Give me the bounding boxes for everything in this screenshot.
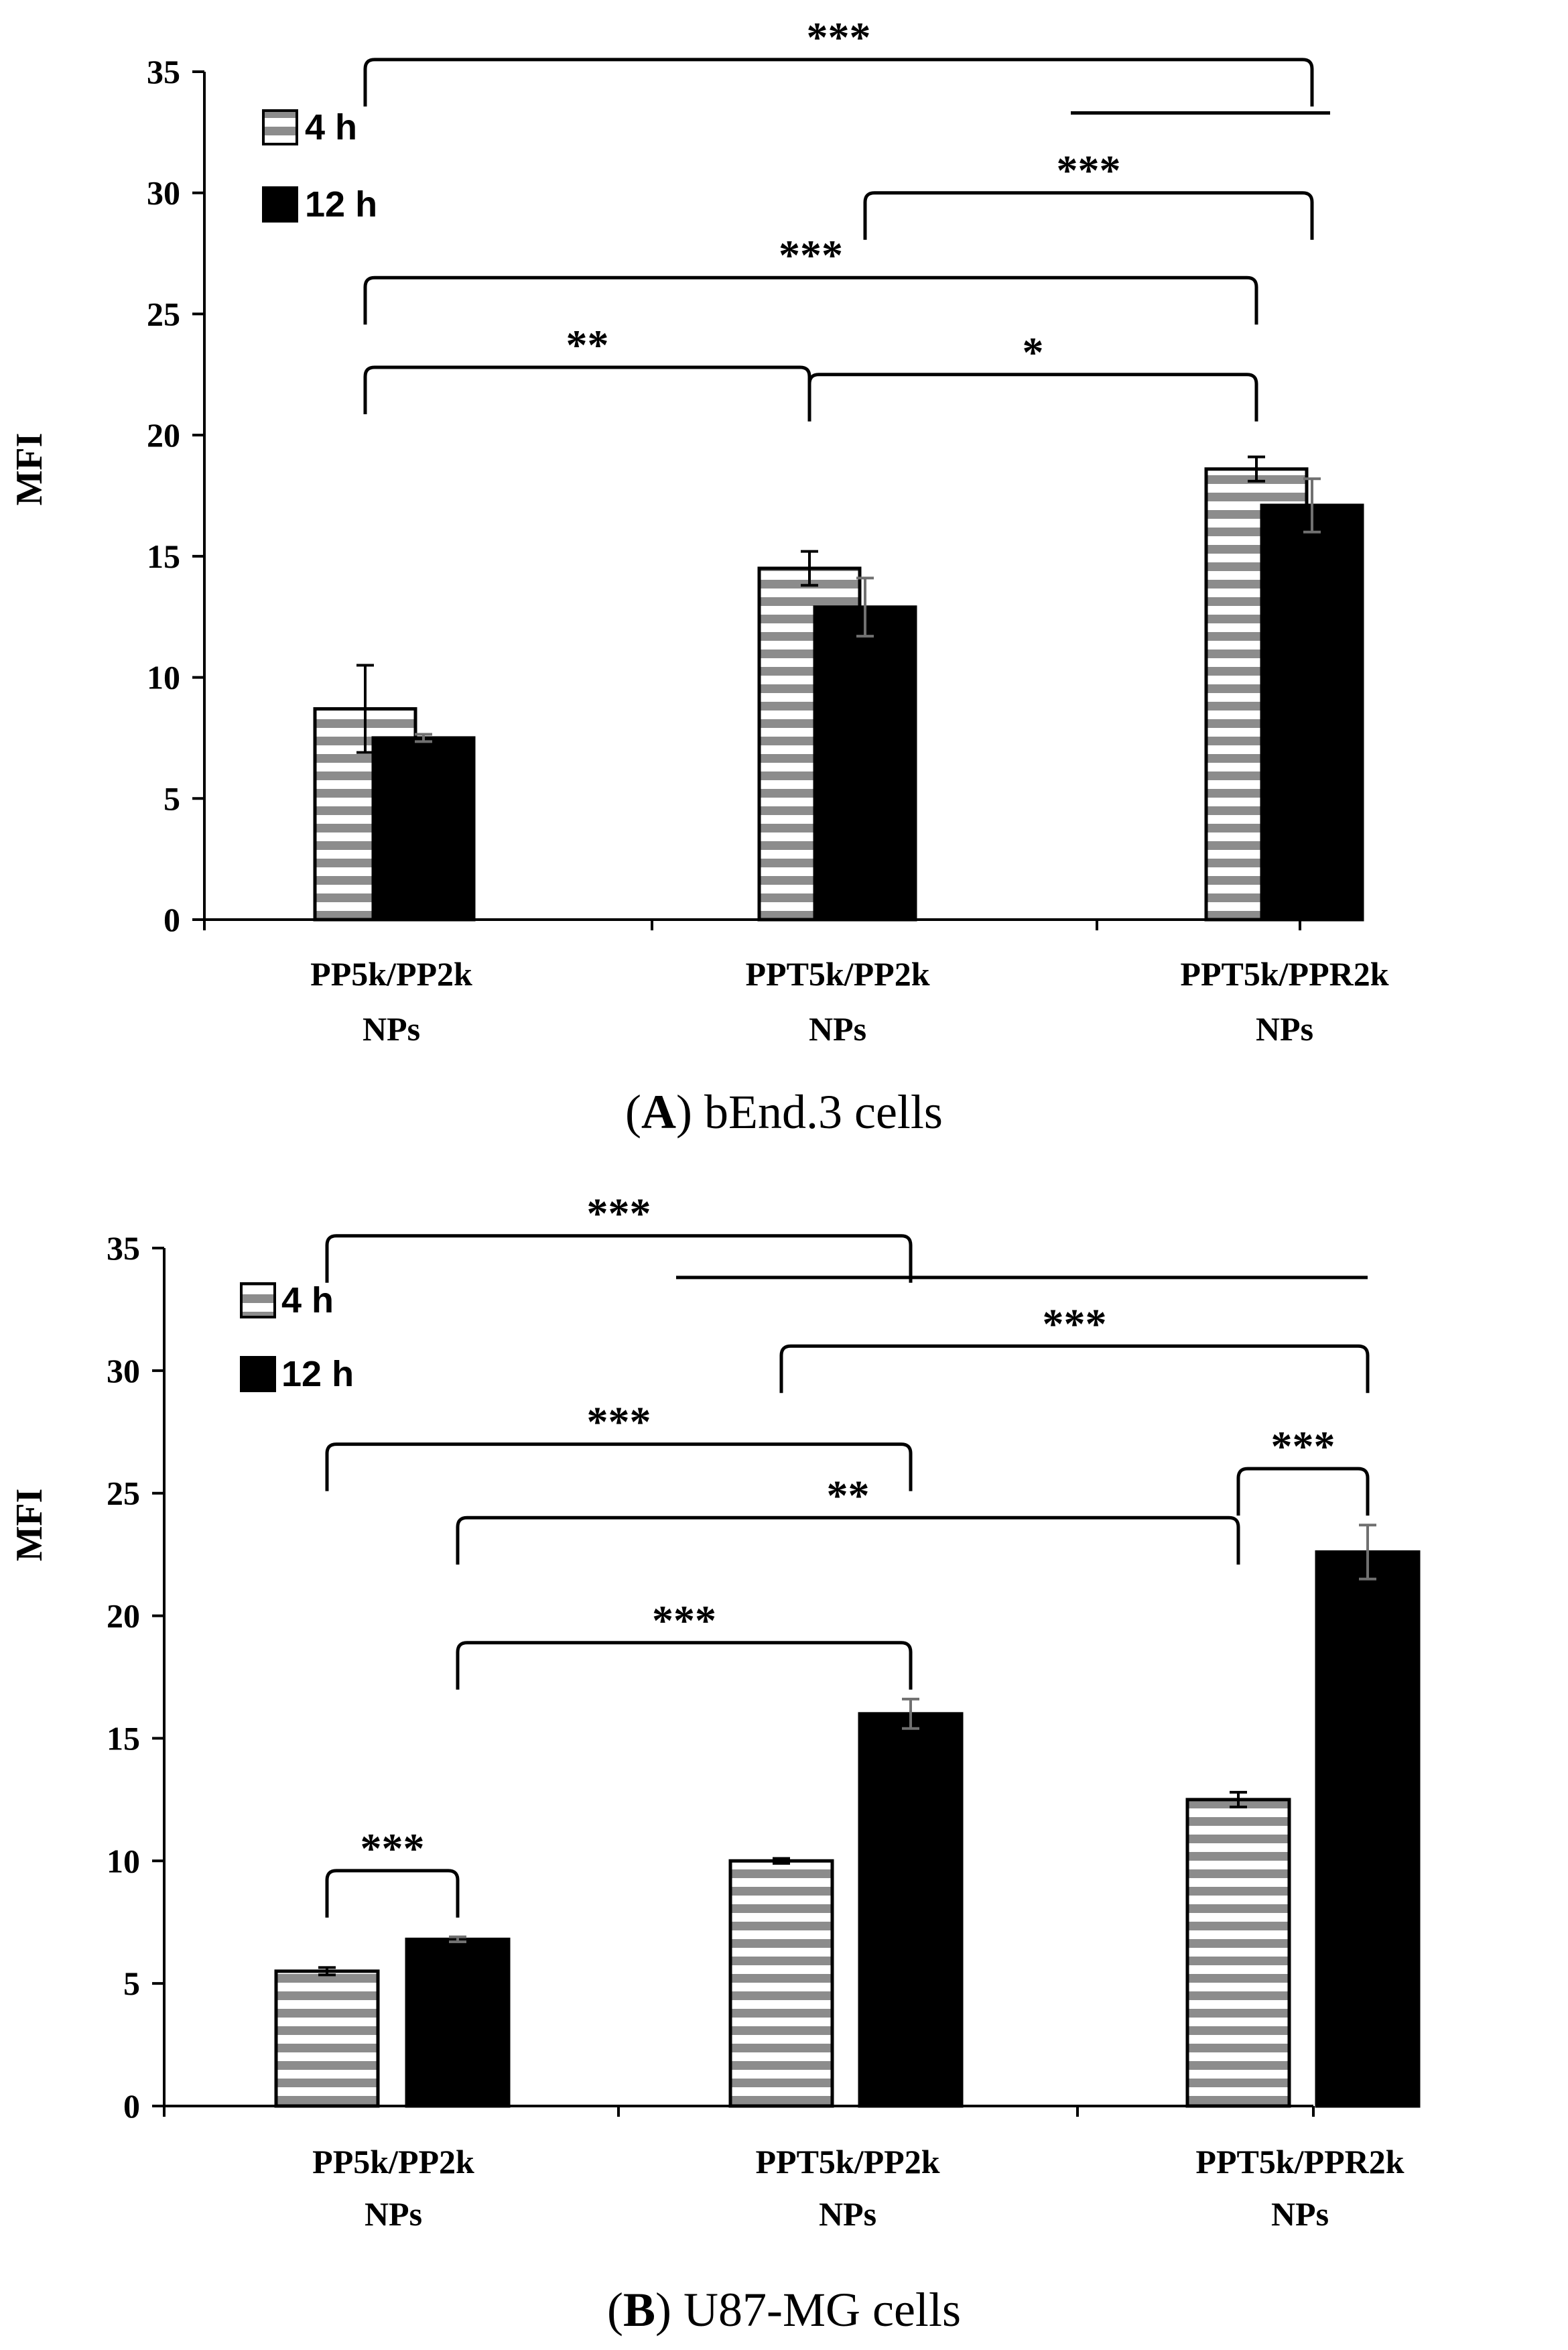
- significance-bracket-3: [363, 365, 811, 414]
- bar-12h-cat2: [1315, 1550, 1421, 2108]
- legend: 4 h 12 h: [262, 107, 377, 225]
- bar-4h-cat0: [274, 1969, 380, 2108]
- bar-12h-cat0: [405, 1937, 511, 2108]
- y-tick-label-15: 15: [107, 1719, 140, 1757]
- significance-bracket-3: [456, 1516, 1240, 1565]
- significance-label-0: ***: [587, 1190, 651, 1237]
- significance-bracket-4: [1236, 1467, 1370, 1516]
- category-labels: PP5k/PP2k NPs PPT5k/PP2k NPs PPT5k/PPR2k…: [312, 2143, 1404, 2233]
- legend-label-4h: 4 h: [305, 107, 357, 147]
- significance-annotations: *********** *: [363, 13, 1330, 422]
- significance-label-4: *: [1023, 328, 1044, 376]
- y-tick-label-15: 15: [147, 538, 180, 575]
- plot-area: 0 5 10 15 20 25 30 35: [147, 53, 1364, 938]
- y-tick-label-20: 20: [147, 416, 180, 454]
- panel-caption: (B) U87-MG cells: [607, 2283, 961, 2337]
- y-tick-label-0: 0: [164, 901, 180, 938]
- category-sub-ppt5k-pp2k: NPs: [809, 1010, 866, 1048]
- y-tick-label-10: 10: [147, 659, 180, 696]
- bar-12h-cat1: [813, 605, 917, 922]
- significance-annotations: ********************: [325, 1190, 1370, 1918]
- y-tick-label-5: 5: [164, 780, 180, 817]
- legend-swatch-12h: [240, 1356, 276, 1392]
- caption-text: U87-MG cells: [671, 2283, 961, 2337]
- y-tick-label-25: 25: [147, 295, 180, 332]
- bar-4h-cat2: [1185, 1798, 1291, 2108]
- panel-a-bEnd3-chart: MFI 4 h 12 h PP5k/PP2k NPs PPT5k/PP2k NP…: [9, 13, 1389, 1139]
- legend-label-12h: 12 h: [281, 1354, 354, 1394]
- y-tick-label-35: 35: [147, 53, 180, 90]
- panel-letter: A: [641, 1085, 676, 1139]
- panel-caption: (A) bEnd.3 cells: [625, 1085, 943, 1139]
- y-axis-label: MFI: [9, 433, 50, 506]
- y-axis-label: MFI: [9, 1489, 50, 1562]
- significance-label-4: ***: [1271, 1422, 1335, 1470]
- significance-bracket-0: [325, 1234, 913, 1283]
- category-label-ppt5k-ppr2k: PPT5k/PPR2k: [1180, 955, 1388, 993]
- legend-swatch-4h: [240, 1282, 276, 1318]
- y-tick-label-30: 30: [147, 174, 180, 212]
- significance-label-2: ***: [587, 1398, 651, 1446]
- legend-swatch-4h: [262, 109, 298, 145]
- significance-bracket-5: [456, 1641, 913, 1690]
- significance-bracket-2: [325, 1442, 913, 1491]
- significance-label-2: ***: [779, 231, 843, 279]
- panel-letter: B: [623, 2283, 655, 2337]
- category-label-pp5k: PP5k/PP2k: [312, 2143, 474, 2180]
- category-label-pp5k: PP5k/PP2k: [310, 955, 472, 993]
- bar-12h-cat2: [1260, 503, 1364, 922]
- legend-label-4h: 4 h: [281, 1280, 334, 1320]
- significance-label-0: ***: [807, 13, 871, 61]
- y-tick-label-0: 0: [123, 2087, 140, 2125]
- y-tick-label-35: 35: [107, 1229, 140, 1267]
- y-tick-label-10: 10: [107, 1842, 140, 1879]
- category-sub-ppt5k-ppr2k: NPs: [1256, 1010, 1313, 1048]
- category-sub-ppt5k-pp2k: NPs: [819, 2195, 876, 2233]
- panel-b-U87MG-chart: MFI 4 h 12 h PP5k/PP2k NPs PPT5k/PP2k NP…: [9, 1190, 1421, 2337]
- category-label-ppt5k-pp2k: PPT5k/PP2k: [745, 955, 929, 993]
- category-sub-pp5k: NPs: [365, 2195, 422, 2233]
- significance-bracket-1: [863, 191, 1314, 240]
- bar-12h-cat0: [371, 736, 476, 922]
- y-tick-label-20: 20: [107, 1597, 140, 1635]
- category-sub-pp5k: NPs: [363, 1010, 420, 1048]
- y-tick-label-25: 25: [107, 1475, 140, 1512]
- bar-4h-cat1: [728, 1859, 834, 2108]
- significance-bracket-0: [363, 58, 1314, 107]
- category-sub-ppt5k-ppr2k: NPs: [1271, 2195, 1329, 2233]
- y-tick-label-30: 30: [107, 1352, 140, 1389]
- significance-label-3: **: [827, 1471, 870, 1519]
- legend-swatch-12h: [262, 186, 298, 223]
- significance-bracket-4: [807, 373, 1258, 422]
- category-labels: PP5k/PP2k NPs PPT5k/PP2k NPs PPT5k/PPR2k…: [310, 955, 1389, 1048]
- category-label-ppt5k-pp2k: PPT5k/PP2k: [755, 2143, 939, 2180]
- legend: 4 h 12 h: [240, 1280, 354, 1394]
- legend-label-12h: 12 h: [305, 184, 377, 225]
- y-tick-label-5: 5: [123, 1965, 140, 2002]
- significance-label-6: ***: [361, 1825, 425, 1872]
- significance-label-3: **: [566, 321, 609, 369]
- significance-bracket-1: [779, 1344, 1370, 1394]
- caption-text: bEnd.3 cells: [692, 1085, 943, 1139]
- significance-bracket-2: [363, 275, 1258, 325]
- bar-12h-cat1: [858, 1712, 964, 2108]
- plot-area: 0 5 10 15 20 25 30 35: [107, 1229, 1421, 2125]
- significance-label-1: ***: [1057, 147, 1121, 194]
- significance-bracket-6: [325, 1869, 460, 1918]
- significance-label-5: ***: [652, 1597, 716, 1644]
- category-label-ppt5k-ppr2k: PPT5k/PPR2k: [1195, 2143, 1404, 2180]
- significance-label-1: ***: [1043, 1300, 1107, 1347]
